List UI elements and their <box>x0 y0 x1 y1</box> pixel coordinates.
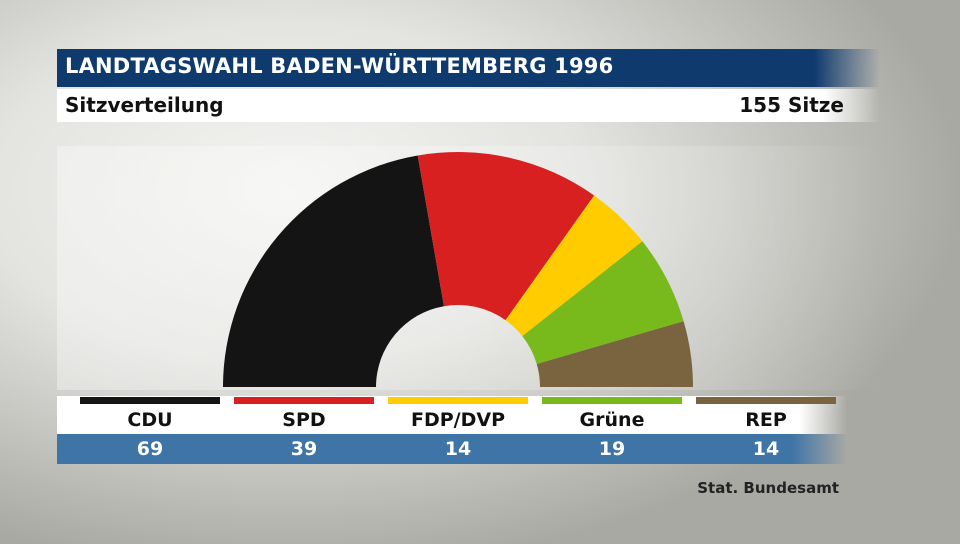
slice-group <box>223 151 693 387</box>
source-label: Stat. Bundesamt <box>697 479 839 497</box>
values-bar: 69 39 14 19 14 <box>57 434 847 464</box>
seat-distribution-chart <box>223 151 693 387</box>
legend-swatch-cdu <box>80 397 220 404</box>
legend-label-cdu: CDU <box>127 409 173 431</box>
legend-label-rep: REP <box>745 409 787 431</box>
value-label-rep: 14 <box>752 438 780 460</box>
legend-swatch-spd <box>234 397 374 404</box>
slice-spd <box>417 151 595 321</box>
slice-rep <box>536 321 693 387</box>
slice-fdp-dvp <box>505 195 643 337</box>
value-label-cdu: 69 <box>136 438 164 460</box>
chart-subtitle: Sitzverteilung <box>65 93 224 117</box>
total-seats: 155 Sitze <box>739 93 844 117</box>
slice-cdu <box>223 155 444 387</box>
legend-item-spd: SPD <box>234 396 374 434</box>
legend-bar: CDU SPD FDP/DVP Grüne REP <box>57 396 847 434</box>
legend-item-rep: REP <box>696 396 836 434</box>
legend-label-spd: SPD <box>282 409 326 431</box>
value-label-gruene: 19 <box>598 438 626 460</box>
legend-label-fdp-dvp: FDP/DVP <box>410 409 506 431</box>
legend-item-cdu: CDU <box>80 396 220 434</box>
chart-title: LANDTAGSWAHL BADEN-WÜRTTEMBERG 1996 <box>65 54 614 78</box>
title-bar: LANDTAGSWAHL BADEN-WÜRTTEMBERG 1996 <box>57 49 880 87</box>
legend-swatch-fdp-dvp <box>388 397 528 404</box>
value-label-fdp-dvp: 14 <box>444 438 472 460</box>
subtitle-bar: Sitzverteilung 155 Sitze <box>57 89 880 122</box>
legend-swatch-gruene <box>542 397 682 404</box>
legend-swatch-rep <box>696 397 836 404</box>
slice-gruene <box>522 241 684 365</box>
legend-item-gruene: Grüne <box>542 396 682 434</box>
value-label-spd: 39 <box>290 438 318 460</box>
legend-label-gruene: Grüne <box>579 409 645 431</box>
legend-item-fdp-dvp: FDP/DVP <box>388 396 528 434</box>
